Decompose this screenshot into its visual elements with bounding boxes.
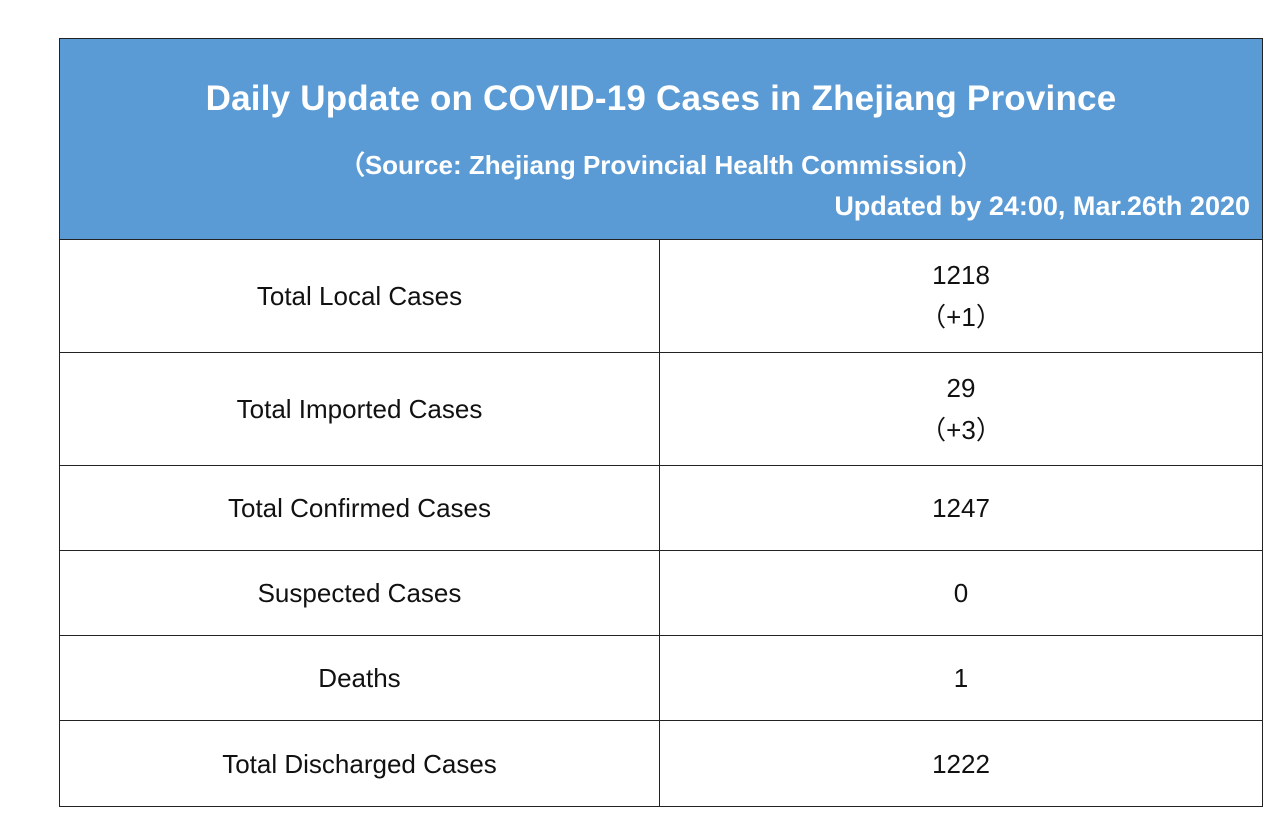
row-value: 1218 <box>932 260 990 290</box>
row-value: 1 <box>953 663 969 693</box>
row-label: Deaths <box>60 636 660 720</box>
row-label: Total Discharged Cases <box>60 721 660 806</box>
row-value: 0 <box>953 578 969 608</box>
row-label: Total Confirmed Cases <box>60 466 660 550</box>
table-row-confirmed-cases: Total Confirmed Cases 1247 <box>60 466 1262 551</box>
table-row-deaths: Deaths 1 <box>60 636 1262 721</box>
report-title: Daily Update on COVID-19 Cases in Zhejia… <box>205 79 1117 118</box>
row-value-cell: 1218 （+1） <box>660 240 1262 352</box>
table-row-suspected-cases: Suspected Cases 0 <box>60 551 1262 636</box>
row-change: （+1） <box>920 302 1002 332</box>
row-label: Total Imported Cases <box>60 353 660 465</box>
table-row-discharged-cases: Total Discharged Cases 1222 <box>60 721 1262 806</box>
row-value-cell: 29 （+3） <box>660 353 1262 465</box>
row-label: Suspected Cases <box>60 551 660 635</box>
report-header: Daily Update on COVID-19 Cases in Zhejia… <box>60 39 1262 240</box>
row-value: 1222 <box>932 748 990 779</box>
table-row-local-cases: Total Local Cases 1218 （+1） <box>60 240 1262 353</box>
report-updated-time: Updated by 24:00, Mar.26th 2020 <box>834 191 1250 221</box>
report-source: （Source: Zhejiang Provincial Health Comm… <box>338 150 984 180</box>
row-value: 29 <box>946 373 976 403</box>
table-row-imported-cases: Total Imported Cases 29 （+3） <box>60 353 1262 466</box>
row-value: 1247 <box>932 493 990 523</box>
covid-report-table: Daily Update on COVID-19 Cases in Zhejia… <box>59 38 1263 807</box>
row-label: Total Local Cases <box>60 240 660 352</box>
row-change: （+3） <box>920 415 1002 445</box>
